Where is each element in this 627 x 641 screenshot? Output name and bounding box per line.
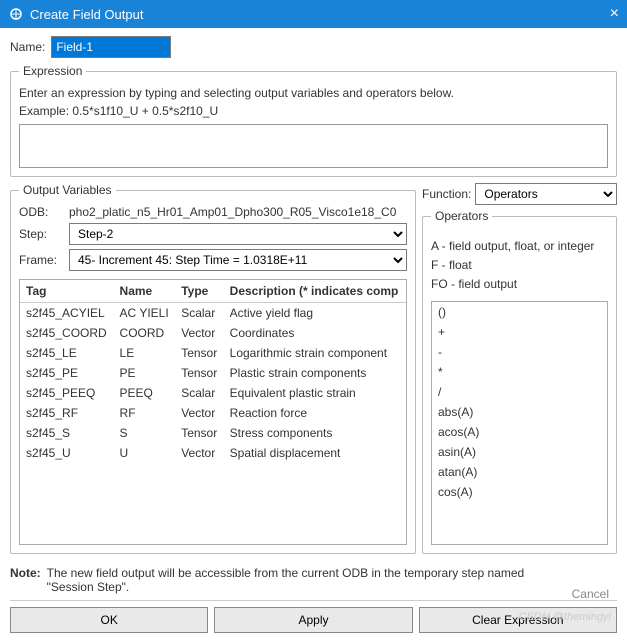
expression-group: Expression Enter an expression by typing…	[10, 64, 617, 177]
operator-item[interactable]: /	[432, 382, 607, 402]
table-row[interactable]: s2f45_PEPETensorPlastic strain component…	[20, 363, 406, 383]
operator-item[interactable]: cos(A)	[432, 482, 607, 502]
cancel-label: Cancel	[572, 587, 609, 601]
variables-table[interactable]: Tag Name Type Description (* indicates c…	[19, 279, 407, 545]
name-input[interactable]	[51, 36, 171, 58]
operator-item[interactable]: +	[432, 322, 607, 342]
odb-value: pho2_platic_n5_Hr01_Amp01_Dpho300_R05_Vi…	[69, 205, 407, 219]
operators-desc: A - field output, float, or integer F - …	[431, 237, 608, 295]
col-type[interactable]: Type	[175, 280, 223, 303]
table-row[interactable]: s2f45_SSTensorStress components	[20, 423, 406, 443]
operators-group: Operators A - field output, float, or in…	[422, 209, 617, 554]
col-tag[interactable]: Tag	[20, 280, 114, 303]
operator-item[interactable]: acos(A)	[432, 422, 607, 442]
title-bar: Create Field Output ×	[0, 0, 627, 28]
table-row[interactable]: s2f45_LELETensorLogarithmic strain compo…	[20, 343, 406, 363]
frame-label: Frame:	[19, 253, 65, 267]
window-title: Create Field Output	[30, 7, 589, 22]
frame-select[interactable]: 45- Increment 45: Step Time = 1.0318E+11	[69, 249, 407, 271]
operator-item[interactable]: ()	[432, 302, 607, 322]
operator-item[interactable]: abs(A)	[432, 402, 607, 422]
operator-item[interactable]: *	[432, 362, 607, 382]
expression-input[interactable]	[19, 124, 608, 168]
operator-item[interactable]: asin(A)	[432, 442, 607, 462]
table-row[interactable]: s2f45_ACYIELAC YIELIScalarActive yield f…	[20, 303, 406, 324]
expression-legend: Expression	[19, 64, 86, 78]
operators-legend: Operators	[431, 209, 492, 223]
close-icon[interactable]: ×	[589, 5, 619, 23]
expression-hint: Enter an expression by typing and select…	[19, 86, 608, 100]
operator-item[interactable]: -	[432, 342, 607, 362]
col-desc[interactable]: Description (* indicates comp	[224, 280, 406, 303]
expression-example: Example: 0.5*s1f10_U + 0.5*s2f10_U	[19, 104, 608, 118]
output-variables-legend: Output Variables	[19, 183, 116, 197]
table-row[interactable]: s2f45_COORDCOORDVectorCoordinates	[20, 323, 406, 343]
step-label: Step:	[19, 227, 65, 241]
col-name[interactable]: Name	[114, 280, 176, 303]
operators-list[interactable]: ()+-*/abs(A)acos(A)asin(A)atan(A)cos(A)	[431, 301, 608, 545]
output-variables-group: Output Variables ODB: pho2_platic_n5_Hr0…	[10, 183, 416, 554]
name-label: Name:	[10, 40, 45, 54]
table-row[interactable]: s2f45_UUVectorSpatial displacement	[20, 443, 406, 463]
operator-item[interactable]: atan(A)	[432, 462, 607, 482]
odb-label: ODB:	[19, 205, 65, 219]
ok-button[interactable]: OK	[10, 607, 208, 633]
table-row[interactable]: s2f45_RFRFVectorReaction force	[20, 403, 406, 423]
table-row[interactable]: s2f45_PEEQPEEQScalarEquivalent plastic s…	[20, 383, 406, 403]
app-icon	[8, 6, 24, 22]
function-label: Function:	[422, 187, 471, 201]
watermark: CSDN @themingyi	[519, 611, 611, 623]
step-select[interactable]: Step-2	[69, 223, 407, 245]
function-select[interactable]: Operators	[475, 183, 617, 205]
apply-button[interactable]: Apply	[214, 607, 412, 633]
note: Note: The new field output will be acces…	[10, 566, 617, 594]
